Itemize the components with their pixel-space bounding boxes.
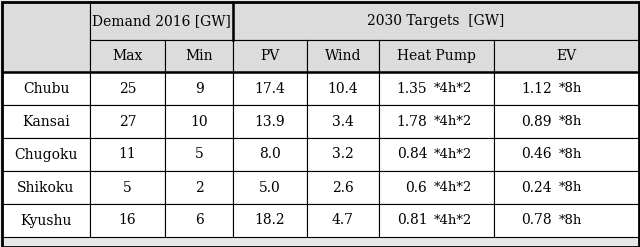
Text: *8h: *8h bbox=[559, 82, 582, 95]
Text: 0.46: 0.46 bbox=[522, 147, 552, 162]
Text: 2030 Targets  [GW]: 2030 Targets [GW] bbox=[367, 14, 505, 28]
Bar bbox=[2, 72, 90, 105]
Bar bbox=[165, 105, 233, 138]
Text: Min: Min bbox=[185, 49, 213, 63]
Text: 3.2: 3.2 bbox=[332, 147, 354, 162]
Bar bbox=[90, 2, 233, 40]
Text: *4h*2: *4h*2 bbox=[434, 148, 472, 161]
Text: *4h*2: *4h*2 bbox=[434, 181, 472, 194]
Text: 1.35: 1.35 bbox=[397, 82, 428, 96]
Text: Max: Max bbox=[112, 49, 143, 63]
Text: 8.0: 8.0 bbox=[259, 147, 281, 162]
Text: 4.7: 4.7 bbox=[332, 213, 354, 227]
Text: Kansai: Kansai bbox=[22, 115, 70, 128]
Bar bbox=[494, 204, 639, 237]
Text: Heat Pump: Heat Pump bbox=[397, 49, 476, 63]
Text: 16: 16 bbox=[118, 213, 136, 227]
Bar bbox=[90, 204, 165, 237]
Text: 0.78: 0.78 bbox=[522, 213, 552, 227]
Text: 5.0: 5.0 bbox=[259, 181, 281, 194]
Text: 13.9: 13.9 bbox=[255, 115, 285, 128]
Text: *8h: *8h bbox=[559, 181, 582, 194]
Bar bbox=[307, 204, 379, 237]
Bar bbox=[233, 40, 307, 72]
Text: 5: 5 bbox=[195, 147, 204, 162]
Bar bbox=[165, 171, 233, 204]
Text: Chubu: Chubu bbox=[23, 82, 69, 96]
Text: EV: EV bbox=[556, 49, 577, 63]
Text: 2: 2 bbox=[195, 181, 204, 194]
Text: 0.81: 0.81 bbox=[397, 213, 428, 227]
Text: *8h: *8h bbox=[559, 148, 582, 161]
Text: 10: 10 bbox=[190, 115, 208, 128]
Text: 11: 11 bbox=[118, 147, 136, 162]
Text: 1.12: 1.12 bbox=[521, 82, 552, 96]
Text: *8h: *8h bbox=[559, 115, 582, 128]
Text: 17.4: 17.4 bbox=[255, 82, 285, 96]
Bar bbox=[233, 138, 307, 171]
Text: 18.2: 18.2 bbox=[255, 213, 285, 227]
Bar bbox=[2, 204, 90, 237]
Bar bbox=[379, 171, 494, 204]
Text: 27: 27 bbox=[118, 115, 136, 128]
Text: Wind: Wind bbox=[324, 49, 361, 63]
Bar bbox=[233, 72, 307, 105]
Bar bbox=[233, 171, 307, 204]
Bar bbox=[165, 204, 233, 237]
Bar bbox=[2, 105, 90, 138]
Text: 2.6: 2.6 bbox=[332, 181, 354, 194]
Bar bbox=[233, 204, 307, 237]
Text: 25: 25 bbox=[119, 82, 136, 96]
Bar bbox=[379, 72, 494, 105]
Text: 1.78: 1.78 bbox=[397, 115, 428, 128]
Text: Kyushu: Kyushu bbox=[20, 213, 72, 227]
Bar bbox=[379, 40, 494, 72]
Bar bbox=[233, 2, 639, 40]
Text: 10.4: 10.4 bbox=[328, 82, 358, 96]
Text: Demand 2016 [GW]: Demand 2016 [GW] bbox=[92, 14, 231, 28]
Text: 6: 6 bbox=[195, 213, 204, 227]
Text: 5: 5 bbox=[123, 181, 132, 194]
Bar bbox=[165, 72, 233, 105]
Bar bbox=[307, 171, 379, 204]
Bar bbox=[307, 40, 379, 72]
Bar bbox=[90, 138, 165, 171]
Bar bbox=[379, 138, 494, 171]
Bar bbox=[90, 171, 165, 204]
Text: 9: 9 bbox=[195, 82, 204, 96]
Text: 3.4: 3.4 bbox=[332, 115, 354, 128]
Text: PV: PV bbox=[260, 49, 280, 63]
Bar bbox=[2, 2, 90, 72]
Bar bbox=[90, 105, 165, 138]
Text: 0.89: 0.89 bbox=[522, 115, 552, 128]
Bar bbox=[165, 40, 233, 72]
Text: *8h: *8h bbox=[559, 214, 582, 227]
Text: *4h*2: *4h*2 bbox=[434, 214, 472, 227]
Bar bbox=[233, 105, 307, 138]
Bar bbox=[2, 171, 90, 204]
Text: 0.6: 0.6 bbox=[406, 181, 428, 194]
Bar bbox=[307, 138, 379, 171]
Bar bbox=[494, 171, 639, 204]
Bar bbox=[90, 40, 165, 72]
Bar bbox=[494, 40, 639, 72]
Text: 0.84: 0.84 bbox=[397, 147, 428, 162]
Text: *4h*2: *4h*2 bbox=[434, 82, 472, 95]
Bar bbox=[379, 105, 494, 138]
Bar bbox=[379, 204, 494, 237]
Bar bbox=[494, 105, 639, 138]
Bar bbox=[2, 138, 90, 171]
Bar bbox=[165, 138, 233, 171]
Text: Shikoku: Shikoku bbox=[17, 181, 75, 194]
Bar bbox=[494, 138, 639, 171]
Bar bbox=[90, 72, 165, 105]
Text: *4h*2: *4h*2 bbox=[434, 115, 472, 128]
Bar bbox=[307, 72, 379, 105]
Text: 0.24: 0.24 bbox=[522, 181, 552, 194]
Text: Chugoku: Chugoku bbox=[14, 147, 77, 162]
Bar bbox=[494, 72, 639, 105]
Bar bbox=[307, 105, 379, 138]
